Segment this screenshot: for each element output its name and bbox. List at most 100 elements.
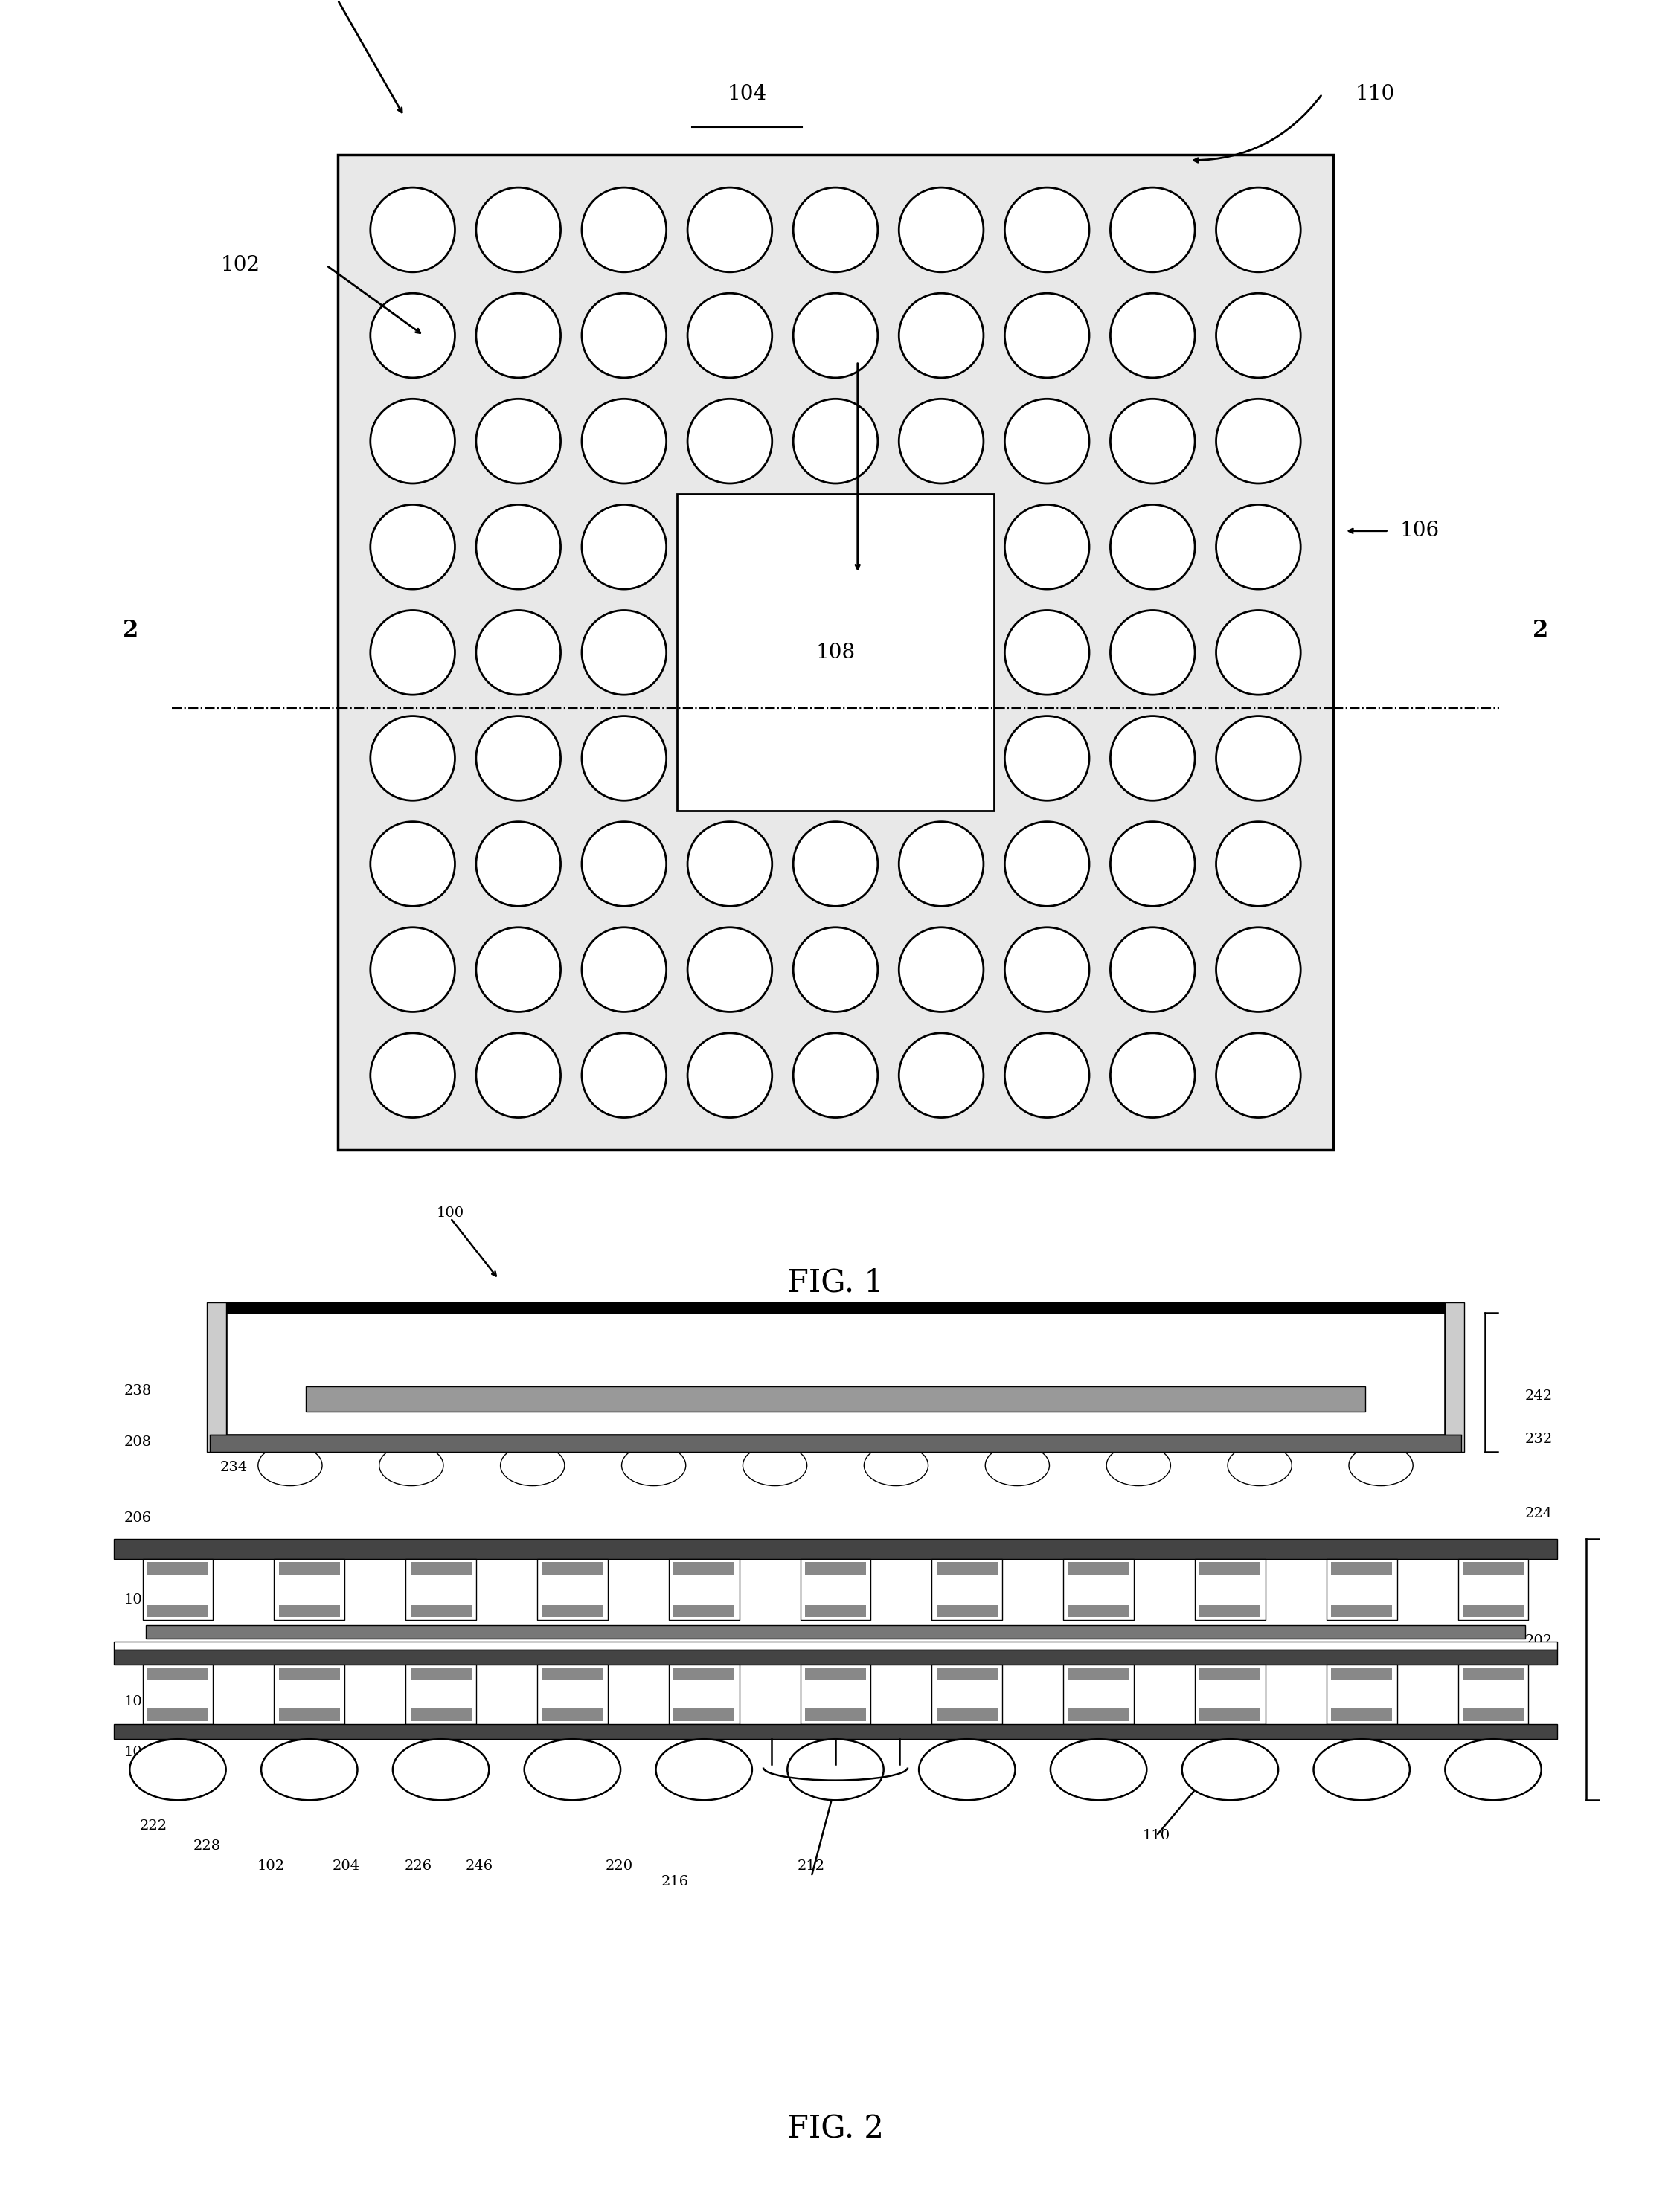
Bar (536, 1559, 608, 1619)
Circle shape (1004, 504, 1089, 588)
Circle shape (986, 1444, 1049, 1486)
Circle shape (1004, 717, 1089, 801)
Bar (406, 1559, 476, 1619)
Bar (1200, 1708, 1260, 1721)
Circle shape (787, 1739, 884, 1801)
Circle shape (476, 611, 561, 695)
Text: 240: 240 (236, 1385, 264, 1398)
Text: 220: 220 (605, 1860, 633, 1874)
Circle shape (1313, 1739, 1410, 1801)
Text: 236: 236 (822, 1329, 849, 1343)
Bar (147, 1708, 209, 1721)
Circle shape (1004, 821, 1089, 907)
Text: 100: 100 (436, 1206, 465, 1219)
Circle shape (794, 398, 877, 484)
Circle shape (371, 927, 455, 1011)
Text: 206: 206 (124, 1511, 152, 1524)
Circle shape (655, 1739, 752, 1801)
Text: FIG. 2: FIG. 2 (787, 2112, 884, 2143)
Bar (932, 1559, 1003, 1619)
Circle shape (582, 611, 667, 695)
Circle shape (130, 1739, 226, 1801)
Text: 104: 104 (727, 84, 767, 104)
Circle shape (899, 821, 984, 907)
Bar (677, 493, 994, 812)
Circle shape (371, 504, 455, 588)
Text: 246: 246 (466, 1860, 493, 1874)
Circle shape (393, 1739, 490, 1801)
Circle shape (476, 294, 561, 378)
Circle shape (687, 188, 772, 272)
Text: 104: 104 (124, 1745, 152, 1759)
Circle shape (1216, 188, 1300, 272)
Bar (805, 1668, 866, 1681)
Circle shape (476, 188, 561, 272)
Bar (306, 1387, 1365, 1411)
Bar (805, 1708, 866, 1721)
Text: 110: 110 (1143, 1829, 1170, 1843)
Circle shape (794, 927, 877, 1011)
Circle shape (371, 398, 455, 484)
Bar (536, 1666, 608, 1723)
Text: FIG. 1: FIG. 1 (787, 1267, 884, 1298)
Bar (411, 1668, 471, 1681)
Circle shape (582, 1033, 667, 1117)
Bar (800, 1666, 871, 1723)
Circle shape (794, 294, 877, 378)
Bar (1327, 1559, 1397, 1619)
Circle shape (687, 398, 772, 484)
Bar (1457, 1666, 1529, 1723)
Bar (1068, 1606, 1130, 1617)
Circle shape (794, 188, 877, 272)
Circle shape (899, 398, 984, 484)
Bar (279, 1562, 339, 1575)
Circle shape (1110, 717, 1195, 801)
Bar (673, 1606, 735, 1617)
Circle shape (476, 927, 561, 1011)
Circle shape (1216, 504, 1300, 588)
Circle shape (1445, 1739, 1541, 1801)
Bar (274, 1666, 344, 1723)
Bar (226, 1303, 1445, 1312)
Circle shape (1004, 294, 1089, 378)
Bar (936, 1562, 998, 1575)
Text: 234: 234 (221, 1460, 247, 1473)
Bar (211, 1436, 1460, 1453)
Bar (1200, 1562, 1260, 1575)
Circle shape (919, 1739, 1016, 1801)
Circle shape (1348, 1444, 1414, 1486)
Circle shape (687, 1033, 772, 1117)
Circle shape (379, 1444, 443, 1486)
Bar (541, 1606, 603, 1617)
Bar (1457, 1559, 1529, 1619)
Circle shape (794, 821, 877, 907)
Bar (1327, 1666, 1397, 1723)
Circle shape (371, 1033, 455, 1117)
Circle shape (476, 717, 561, 801)
Text: 224: 224 (1526, 1506, 1552, 1520)
Text: 242: 242 (1526, 1389, 1552, 1402)
Circle shape (371, 294, 455, 378)
Bar (668, 1559, 739, 1619)
Circle shape (1216, 398, 1300, 484)
Circle shape (687, 294, 772, 378)
Bar (406, 1666, 476, 1723)
Bar (274, 1559, 344, 1619)
Circle shape (1106, 1444, 1171, 1486)
Circle shape (687, 927, 772, 1011)
Circle shape (864, 1444, 927, 1486)
Bar (1200, 1668, 1260, 1681)
Bar (114, 1641, 1557, 1650)
Circle shape (687, 821, 772, 907)
Bar (1068, 1562, 1130, 1575)
Text: 2: 2 (1532, 619, 1549, 641)
Circle shape (744, 1444, 807, 1486)
Circle shape (582, 294, 667, 378)
Text: 222: 222 (140, 1818, 167, 1832)
Circle shape (1110, 398, 1195, 484)
Bar (411, 1606, 471, 1617)
Circle shape (1216, 927, 1300, 1011)
Circle shape (794, 1033, 877, 1117)
Circle shape (1181, 1739, 1278, 1801)
Bar (932, 1666, 1003, 1723)
